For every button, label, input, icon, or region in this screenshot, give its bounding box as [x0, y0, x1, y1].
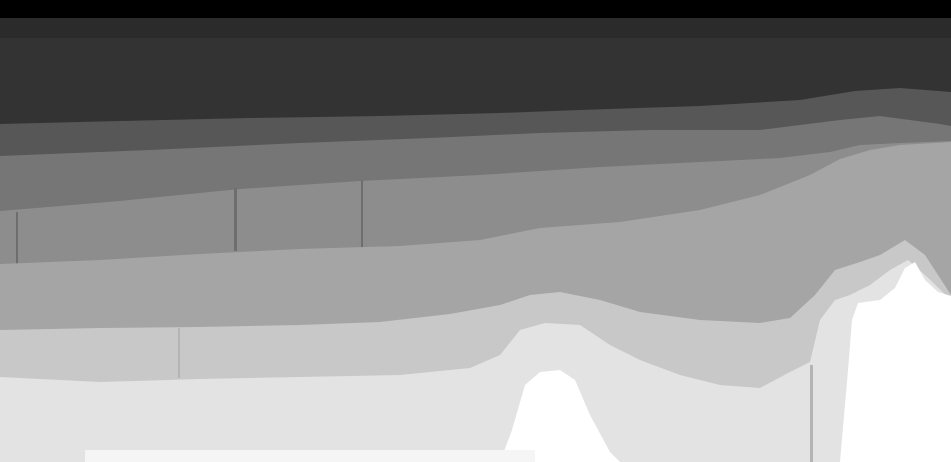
hairline-3 — [361, 180, 363, 248]
hairline-1 — [16, 212, 18, 264]
hairline-4 — [178, 328, 180, 378]
top-black-strip — [0, 0, 951, 18]
hairline-5 — [810, 365, 813, 462]
hairline-2 — [234, 188, 237, 251]
band-dark-top-line — [0, 18, 951, 38]
white-peak-right — [840, 262, 951, 462]
white-base-strip — [85, 450, 535, 462]
band-lightest — [0, 260, 951, 462]
white-peak-left — [500, 370, 620, 462]
